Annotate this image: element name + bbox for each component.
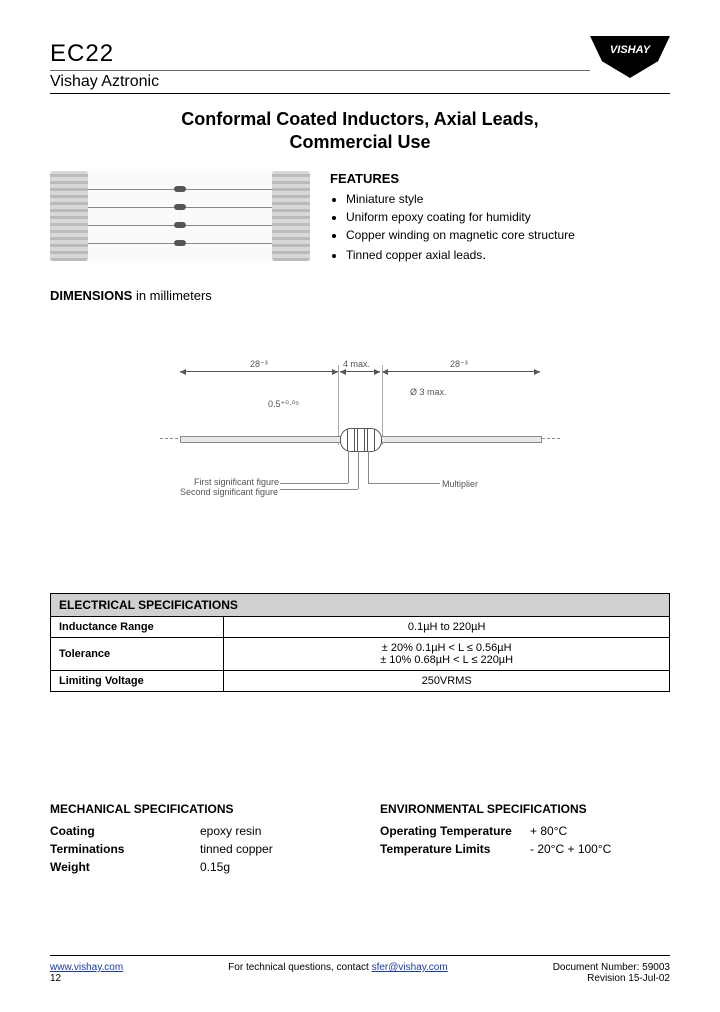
title-line-1: Conformal Coated Inductors, Axial Leads, [181,109,538,129]
inductor-bead-icon [174,186,186,192]
features-block: FEATURES Miniature style Uniform epoxy c… [330,171,670,266]
spec-label: Inductance Range [51,616,224,637]
spec-val: tinned copper [200,842,340,856]
table-header-row: ELECTRICAL SPECIFICATIONS [51,593,670,616]
footer-left: www.vishay.com 12 [50,962,123,984]
dim-label-diameter: Ø 3 max. [410,387,447,397]
feature-item: Copper winding on magnetic core structur… [346,228,670,242]
dim-label-lead-dia: 0.5⁺⁰·⁰⁵ [268,399,299,410]
spec-key: Coating [50,824,200,838]
spec-key: Terminations [50,842,200,856]
contact-email-link[interactable]: sfer@vishay.com [372,962,448,973]
page-header: EC22 Vishay Aztronic VISHAY [50,40,670,94]
spec-key: Temperature Limits [380,842,530,856]
spec-value: 250VRMS [224,670,670,691]
color-band-icon [357,429,365,451]
env-heading: ENVIRONMENTAL SPECIFICATIONS [380,802,670,816]
dim-arrow-icon [382,371,540,372]
top-section: FEATURES Miniature style Uniform epoxy c… [50,171,670,266]
spec-label: Limiting Voltage [51,670,224,691]
spec-val: epoxy resin [200,824,340,838]
feature-text: Tinned copper axial leads [346,248,482,262]
datasheet-page: EC22 Vishay Aztronic VISHAY Conformal Co… [0,0,720,1012]
header-left: EC22 Vishay Aztronic [50,40,590,91]
reel-left-icon [50,171,88,261]
mech-heading: MECHANICAL SPECIFICATIONS [50,802,340,816]
dim-label-fig1: First significant figure [194,477,279,487]
period-icon: . [482,246,486,262]
feature-item: Miniature style [346,192,670,206]
inductor-bead-icon [174,240,186,246]
callout-line-icon [280,483,348,484]
dimension-diagram: 28⁻³ 4 max. 28⁻³ Ø 3 max. 0.5⁺⁰·⁰⁵ First… [140,333,580,513]
brand-line: Vishay Aztronic [50,70,590,91]
inductor-bead-icon [174,204,186,210]
spec-value: 0.1µH to 220µH [224,616,670,637]
dim-label-body: 4 max. [343,359,370,369]
dimensions-heading: DIMENSIONS in millimeters [50,288,670,303]
vishay-logo-icon: VISHAY [590,36,670,78]
spec-val: + 80°C [530,824,670,838]
dim-label-lead-right: 28⁻³ [450,359,468,370]
table-row: Limiting Voltage 250VRMS [51,670,670,691]
environmental-specs: ENVIRONMENTAL SPECIFICATIONS Operating T… [380,802,670,878]
ref-line-icon [382,365,383,445]
dim-label-fig2: Second significant figure [180,487,278,497]
spec-row: Terminations tinned copper [50,842,340,856]
color-band-icon [367,429,375,451]
color-band-icon [347,429,355,451]
page-footer: www.vishay.com 12 For technical question… [50,955,670,984]
dimensions-heading-rest: in millimeters [132,288,211,303]
page-title: Conformal Coated Inductors, Axial Leads,… [50,108,670,155]
callout-line-icon [348,451,349,483]
features-heading: FEATURES [330,171,670,186]
lead-wire-icon [380,436,542,443]
spec-row: Operating Temperature + 80°C [380,824,670,838]
bottom-specs: MECHANICAL SPECIFICATIONS Coating epoxy … [50,802,670,878]
title-line-2: Commercial Use [289,132,430,152]
lead-wire-icon [180,436,342,443]
revision: Revision 15-Jul-02 [587,973,670,984]
logo-text: VISHAY [610,44,650,56]
dim-label-lead-left: 28⁻³ [250,359,268,370]
ref-line-icon [338,365,339,445]
inductor-body-icon [340,428,382,452]
dim-label-mult: Multiplier [442,479,478,489]
table-title: ELECTRICAL SPECIFICATIONS [51,593,670,616]
feature-item: Tinned copper axial leads. [346,246,670,262]
table-row: Tolerance ± 20% 0.1µH < L ≤ 0.56µH ± 10%… [51,637,670,670]
dimensions-heading-bold: DIMENSIONS [50,288,132,303]
electrical-specs-table: ELECTRICAL SPECIFICATIONS Inductance Ran… [50,593,670,692]
callout-line-icon [368,451,369,483]
spec-label: Tolerance [51,637,224,670]
dim-arrow-icon [340,371,380,372]
spec-row: Coating epoxy resin [50,824,340,838]
website-link[interactable]: www.vishay.com [50,962,123,973]
contact-text: For technical questions, contact [228,962,371,973]
spec-value: ± 20% 0.1µH < L ≤ 0.56µH ± 10% 0.68µH < … [224,637,670,670]
footer-mid: For technical questions, contact sfer@vi… [123,962,553,984]
dim-arrow-icon [180,371,338,372]
feature-item: Uniform epoxy coating for humidity [346,210,670,224]
inductor-bead-icon [174,222,186,228]
reel-right-icon [272,171,310,261]
spec-row: Weight 0.15g [50,860,340,874]
spec-key: Operating Temperature [380,824,530,838]
mechanical-specs: MECHANICAL SPECIFICATIONS Coating epoxy … [50,802,340,878]
callout-line-icon [280,489,358,490]
doc-number: Document Number: 59003 [553,962,670,973]
callout-line-icon [358,451,359,489]
part-number: EC22 [50,40,590,68]
callout-line-icon [368,483,440,484]
features-list: Miniature style Uniform epoxy coating fo… [330,192,670,262]
page-number: 12 [50,973,61,984]
spec-key: Weight [50,860,200,874]
spec-val: - 20°C + 100°C [530,842,670,856]
spec-row: Temperature Limits - 20°C + 100°C [380,842,670,856]
product-photo [50,171,310,261]
spec-val: 0.15g [200,860,340,874]
table-row: Inductance Range 0.1µH to 220µH [51,616,670,637]
footer-right: Document Number: 59003 Revision 15-Jul-0… [553,962,670,984]
